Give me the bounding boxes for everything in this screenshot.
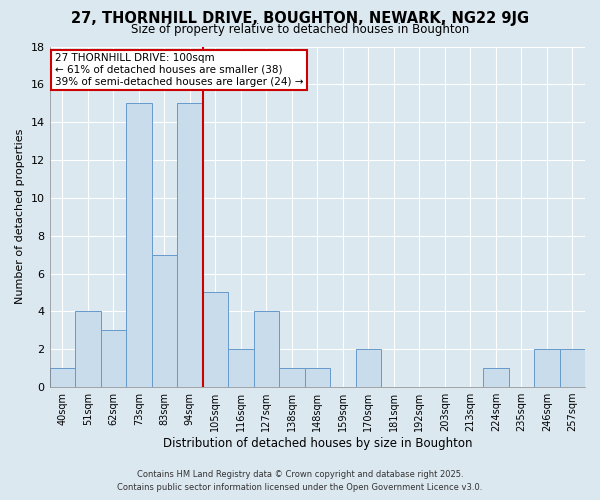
Text: Contains HM Land Registry data © Crown copyright and database right 2025.
Contai: Contains HM Land Registry data © Crown c… (118, 470, 482, 492)
Y-axis label: Number of detached properties: Number of detached properties (15, 129, 25, 304)
Bar (254, 312, 279, 387)
Bar (203, 292, 228, 387)
Bar (152, 254, 177, 387)
Text: Size of property relative to detached houses in Boughton: Size of property relative to detached ho… (131, 22, 469, 36)
Bar (560, 349, 585, 387)
Bar (534, 349, 560, 387)
Bar (177, 104, 203, 387)
Bar (279, 368, 305, 387)
Bar (305, 368, 330, 387)
Bar (126, 104, 152, 387)
Bar (483, 368, 509, 387)
Bar (356, 349, 381, 387)
Text: 27 THORNHILL DRIVE: 100sqm
← 61% of detached houses are smaller (38)
39% of semi: 27 THORNHILL DRIVE: 100sqm ← 61% of deta… (55, 54, 304, 86)
Bar (75, 312, 101, 387)
Text: 27, THORNHILL DRIVE, BOUGHTON, NEWARK, NG22 9JG: 27, THORNHILL DRIVE, BOUGHTON, NEWARK, N… (71, 11, 529, 26)
Bar (101, 330, 126, 387)
Bar (228, 349, 254, 387)
Bar (50, 368, 75, 387)
X-axis label: Distribution of detached houses by size in Boughton: Distribution of detached houses by size … (163, 437, 472, 450)
